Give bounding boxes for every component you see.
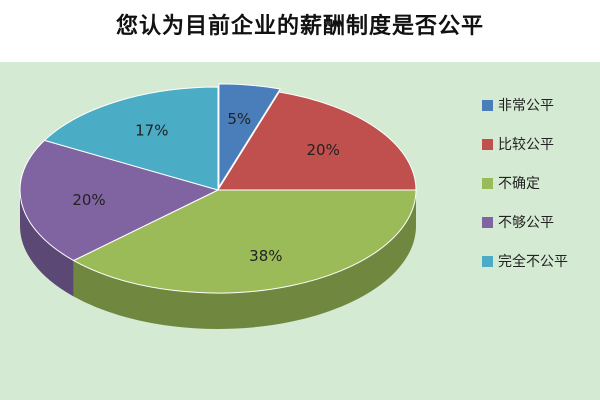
- slice-labels: 5% 20% 38% 20% 17%: [72, 110, 339, 265]
- legend-item-4: 完全不公平: [482, 250, 598, 272]
- legend-item-0: 非常公平: [482, 94, 598, 116]
- legend-label-3: 不够公平: [498, 215, 554, 231]
- slice-side-2: [73, 190, 416, 330]
- legend-item-3: 不够公平: [482, 211, 598, 233]
- slice-3: [19, 139, 220, 262]
- legend-label-0: 非常公平: [498, 98, 554, 114]
- pie-sides: [20, 190, 416, 330]
- slice-label-4: 17%: [135, 122, 168, 140]
- legend: 非常公平比较公平不确定不够公平完全不公平: [482, 94, 598, 289]
- slice-0: [218, 83, 281, 189]
- slice-label-1: 20%: [307, 141, 340, 159]
- slice-side-3: [20, 190, 74, 297]
- legend-swatch-3: [482, 216, 493, 228]
- chart-title: 您认为目前企业的薪酬制度是否公平: [115, 14, 484, 39]
- slice-1: [217, 91, 417, 191]
- legend-swatch-0: [482, 99, 493, 111]
- slice-label-3: 20%: [72, 191, 105, 209]
- legend-item-1: 比较公平: [482, 133, 598, 155]
- slice-label-0: 5%: [227, 110, 251, 128]
- plot-area: 5% 20% 38% 20% 17% 非常公平比较公平不确定不够公平完全不公平: [0, 62, 600, 400]
- slice-2: [72, 189, 417, 294]
- legend-label-4: 完全不公平: [498, 254, 568, 270]
- legend-swatch-4: [482, 255, 493, 267]
- legend-item-2: 不确定: [482, 172, 598, 194]
- legend-label-2: 不确定: [498, 176, 540, 192]
- legend-swatch-2: [482, 177, 493, 189]
- slice-4: [43, 86, 219, 191]
- pie-tops: [19, 83, 417, 294]
- pie-chart: 5% 20% 38% 20% 17%: [19, 83, 417, 330]
- legend-swatch-1: [482, 138, 493, 150]
- slice-label-2: 38%: [249, 247, 282, 265]
- legend-label-1: 比较公平: [498, 137, 554, 153]
